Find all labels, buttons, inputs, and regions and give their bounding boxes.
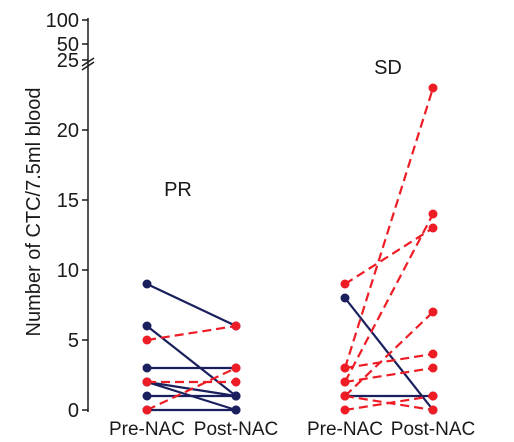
data-point-post (428, 209, 438, 219)
x-category-label: Post-NAC (391, 419, 475, 440)
group-labels: PR SD (164, 57, 402, 201)
x-category-label: Post-NAC (194, 419, 278, 440)
pair-line-increase (344, 227, 434, 285)
data-point-pre (142, 391, 152, 401)
data-point-post (231, 377, 241, 387)
x-category-label: Pre-NAC (307, 419, 383, 440)
group-label-pr: PR (164, 179, 192, 201)
data-point-pre (142, 335, 152, 345)
pair-lines (146, 87, 435, 412)
data-point-post (231, 363, 241, 373)
data-point-post (428, 223, 438, 233)
data-point-post (231, 405, 241, 415)
y-axis-break-mark-2 (81, 61, 95, 71)
y-tick-label: 20 (57, 120, 79, 142)
y-tick-label: 15 (57, 190, 79, 212)
data-point-pre (340, 279, 350, 289)
data-point-post (428, 83, 438, 93)
y-tick-label: 10 (57, 260, 79, 282)
data-point-post (428, 349, 438, 359)
pair-line-increase (344, 394, 434, 412)
y-tick-label: 5 (68, 330, 79, 352)
data-point-pre (340, 293, 350, 303)
data-points (142, 83, 438, 415)
data-point-post (428, 391, 438, 401)
data-point-pre (340, 391, 350, 401)
pair-line-decrease (146, 283, 237, 327)
y-tick-label: 100 (46, 10, 79, 32)
data-point-pre (142, 279, 152, 289)
pair-line-increase (344, 213, 434, 383)
y-tick-label: 25 (57, 50, 79, 72)
data-point-pre (340, 405, 350, 415)
group-label-sd: SD (374, 57, 402, 79)
x-category-labels: Pre-NAC Post-NAC Pre-NAC Post-NAC (109, 419, 475, 440)
pair-line-increase (344, 366, 434, 384)
data-point-pre (340, 377, 350, 387)
y-tick-label: 0 (68, 400, 79, 422)
pair-line-increase (344, 311, 434, 397)
data-point-post (231, 391, 241, 401)
data-point-post (428, 363, 438, 373)
data-point-pre (142, 377, 152, 387)
data-point-post (231, 321, 241, 331)
pair-line-increase (146, 324, 237, 342)
data-point-post (428, 405, 438, 415)
y-tick-label: 50 (57, 34, 79, 56)
data-point-pre (142, 321, 152, 331)
y-axis-break-mark-1 (81, 57, 95, 67)
data-point-pre (340, 363, 350, 373)
y-axis-label: Number of CTC/7.5ml blood (23, 88, 45, 337)
data-point-pre (142, 363, 152, 373)
x-category-label: Pre-NAC (109, 419, 185, 440)
data-point-post (428, 307, 438, 317)
data-point-pre (142, 405, 152, 415)
pair-line-increase (146, 367, 237, 411)
pair-line-increase (343, 87, 435, 369)
pair-line-increase (344, 352, 434, 370)
